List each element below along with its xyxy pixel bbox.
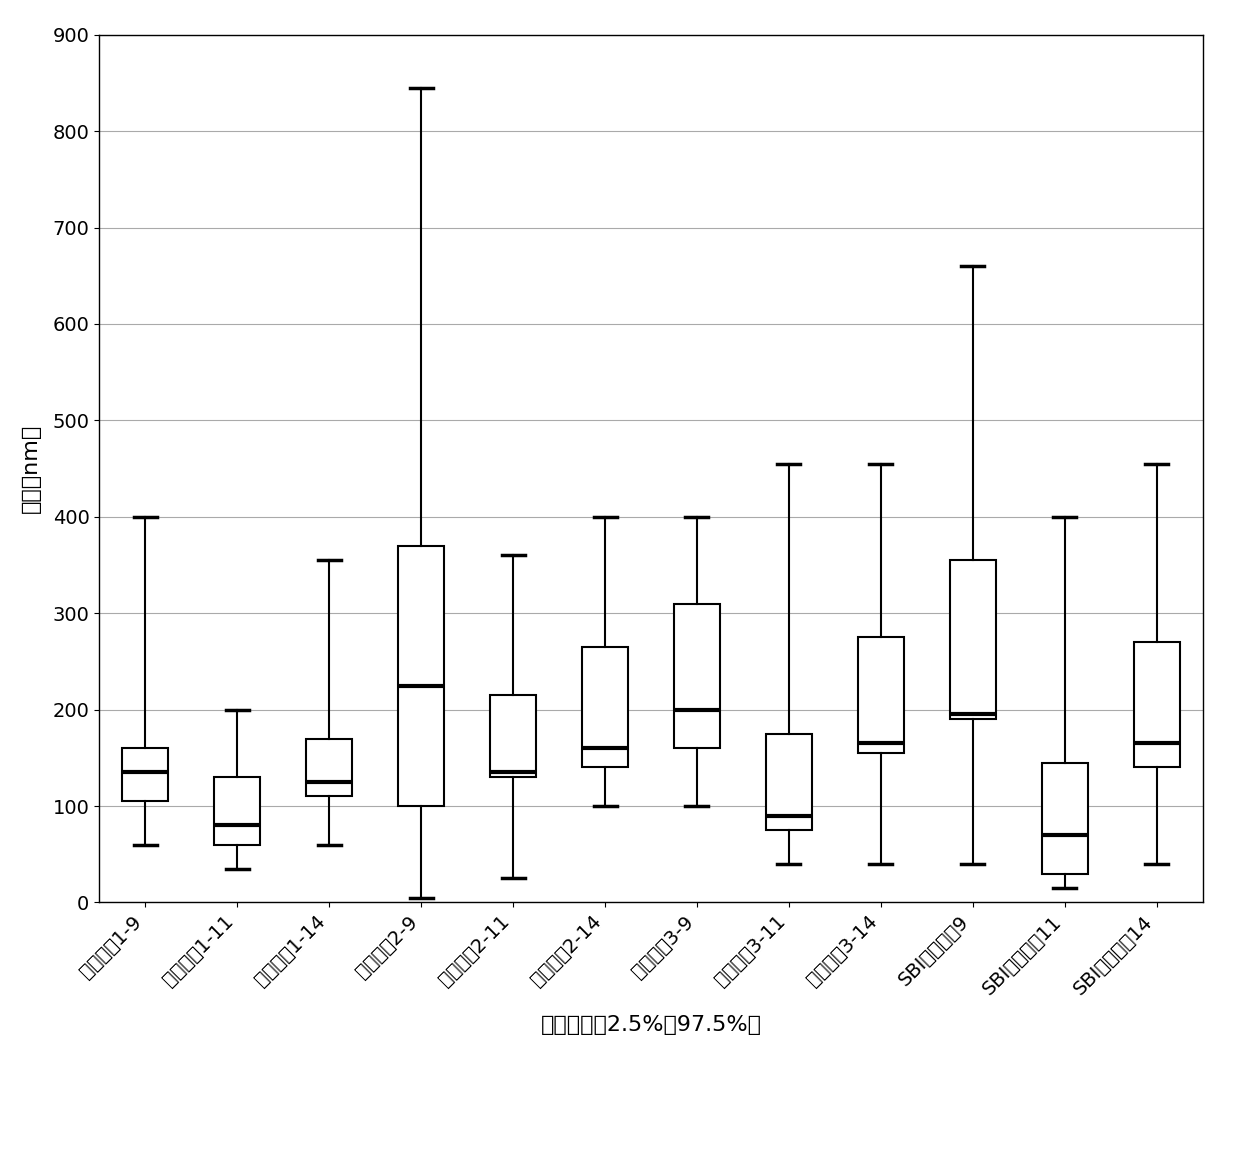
PathPatch shape	[766, 734, 812, 831]
X-axis label: 粒径分布（2.5%～97.5%）: 粒径分布（2.5%～97.5%）	[541, 1015, 761, 1036]
PathPatch shape	[215, 778, 260, 845]
PathPatch shape	[858, 638, 904, 753]
PathPatch shape	[123, 749, 169, 801]
PathPatch shape	[950, 560, 996, 720]
PathPatch shape	[675, 604, 720, 749]
PathPatch shape	[306, 738, 352, 796]
PathPatch shape	[1042, 762, 1087, 874]
PathPatch shape	[490, 695, 536, 778]
PathPatch shape	[398, 546, 444, 806]
Y-axis label: 粒径（nm）: 粒径（nm）	[21, 423, 41, 514]
PathPatch shape	[1133, 642, 1179, 767]
PathPatch shape	[582, 647, 627, 767]
